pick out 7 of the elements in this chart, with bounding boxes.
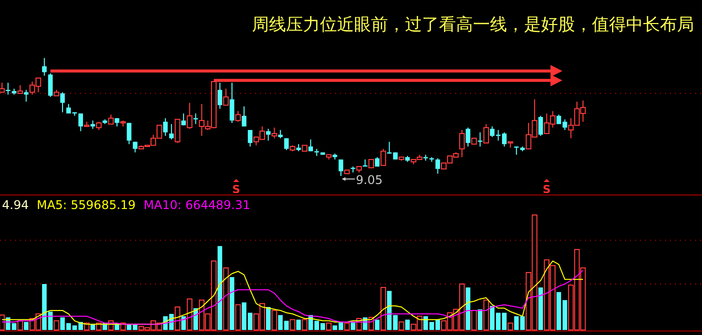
- text: 4.94: [2, 198, 29, 212]
- chart-title: 周线压力位近眼前，过了看高一线，是好股，值得中长布局: [252, 15, 694, 35]
- text: MA5: 559685.19: [36, 198, 136, 212]
- annotation: 9.05: [356, 173, 383, 187]
- text: S: [542, 183, 551, 196]
- text: MA10: 664489.31: [144, 198, 250, 212]
- text: S: [232, 183, 240, 196]
